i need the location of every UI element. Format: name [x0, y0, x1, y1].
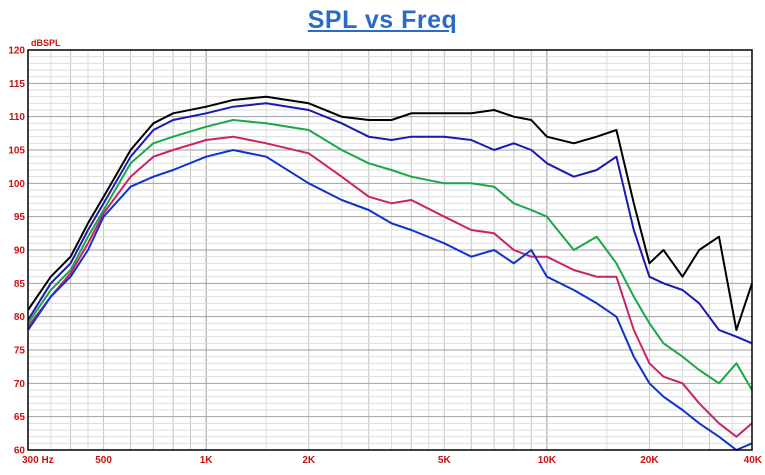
y-tick-label: 105 — [8, 146, 25, 157]
y-tick-label: 90 — [14, 246, 26, 257]
grid-lines — [27, 49, 753, 451]
y-tick-label: 70 — [14, 379, 26, 390]
series-line-1 — [27, 95, 753, 331]
y-tick-label: 75 — [14, 346, 26, 357]
series-line-3 — [27, 119, 753, 391]
y-tick-label: 115 — [9, 79, 26, 90]
y-axis-ticks: 60 65 70 75 80 85 90 95 100 105 110 115 120 — [8, 46, 25, 457]
series-line-4 — [27, 135, 753, 438]
chart-title: SPL vs Freq — [307, 6, 458, 34]
x-tick-label: 20K — [640, 455, 659, 466]
y-tick-label: 95 — [14, 212, 26, 223]
series-line-5 — [27, 149, 753, 451]
y-tick-label: 120 — [8, 46, 25, 57]
x-tick-label: 500 — [95, 455, 112, 466]
x-tick-label: 40K — [744, 455, 763, 466]
y-tick-label: 65 — [14, 412, 26, 423]
y-tick-label: 85 — [14, 279, 26, 290]
x-tick-label: 5K — [438, 455, 452, 466]
series-line-2 — [27, 102, 753, 345]
plot-frame — [27, 49, 753, 451]
x-tick-label: 1K — [200, 455, 214, 466]
y-tick-label: 110 — [9, 112, 26, 123]
x-tick-label: 2K — [302, 455, 316, 466]
y-tick-label: 60 — [14, 446, 26, 457]
series-group — [27, 95, 753, 451]
x-axis-ticks: 300 Hz 500 1K 2K 5K 10K 20K 40K — [22, 455, 763, 466]
y-tick-label: 80 — [14, 312, 26, 323]
x-tick-label: 10K — [538, 455, 557, 466]
y-axis-label: dBSPL — [31, 38, 61, 48]
x-tick-label: 300 Hz — [22, 455, 54, 466]
y-tick-label: 100 — [8, 179, 25, 190]
